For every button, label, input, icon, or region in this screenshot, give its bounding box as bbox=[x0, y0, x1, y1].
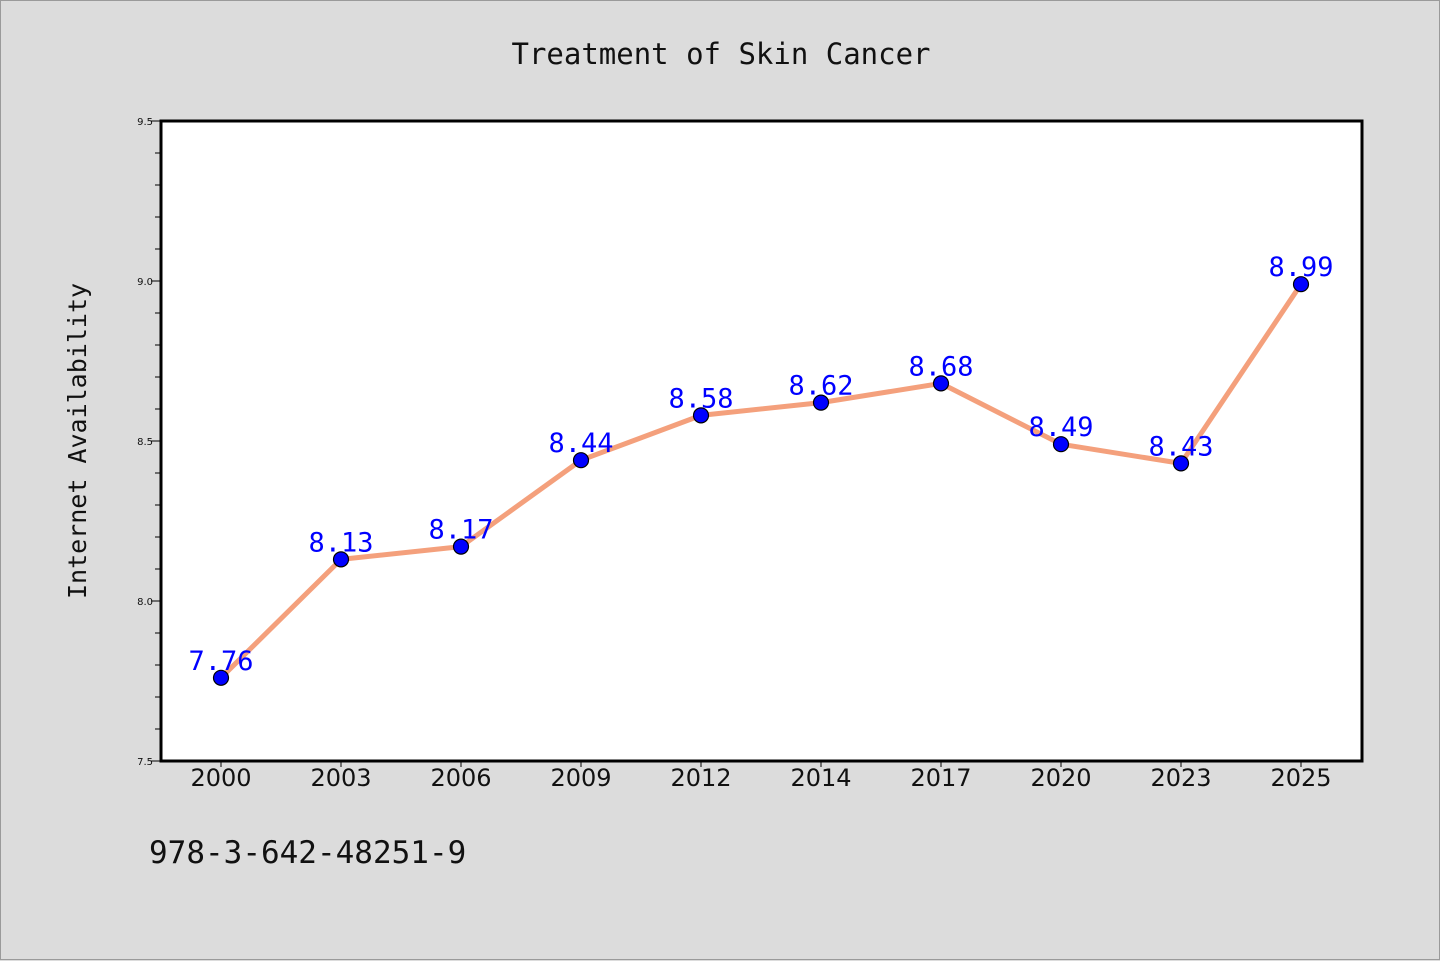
x-tick-label: 2006 bbox=[430, 764, 491, 792]
isbn-label: 978-3-642-48251-9 bbox=[149, 835, 467, 871]
x-tick-label: 2025 bbox=[1270, 764, 1331, 792]
data-label: 7.76 bbox=[188, 646, 253, 677]
data-point bbox=[692, 407, 710, 424]
x-tick-label: 2020 bbox=[1030, 764, 1091, 792]
x-tick-label: 2017 bbox=[910, 764, 971, 792]
x-tick-label: 2014 bbox=[790, 764, 851, 792]
data-labels: 7.76 8.13 8.17 8.44 8.58 8.62 8.68 8.49 8.43 8.99 bbox=[188, 252, 1333, 677]
data-label: 8.43 bbox=[1148, 431, 1213, 462]
data-label: 8.68 bbox=[908, 351, 973, 382]
data-point bbox=[932, 375, 950, 392]
x-tick-label: 2003 bbox=[310, 764, 371, 792]
y-axis-ticks: 7.5 8.0 8.5 9.0 9.5 bbox=[137, 117, 161, 768]
x-tick-label: 2000 bbox=[190, 764, 251, 792]
data-label: 8.17 bbox=[428, 515, 493, 546]
x-tick-label: 2023 bbox=[1150, 764, 1211, 792]
x-tick-label: 2012 bbox=[670, 764, 731, 792]
plot-area bbox=[159, 119, 1364, 763]
y-tick-label: 8.5 bbox=[137, 437, 153, 448]
x-axis-ticks: 2000 2003 2006 2009 2012 2014 2017 2020 2023 2025 bbox=[190, 761, 1332, 792]
y-tick-label: 7.5 bbox=[137, 757, 153, 768]
data-label: 8.49 bbox=[1028, 412, 1093, 443]
data-label: 8.99 bbox=[1268, 252, 1333, 283]
data-label: 8.62 bbox=[788, 371, 853, 402]
data-label: 8.44 bbox=[548, 428, 613, 459]
y-tick-label: 9.0 bbox=[137, 277, 153, 288]
y-tick-label: 8.0 bbox=[137, 597, 153, 608]
data-point bbox=[572, 452, 590, 469]
chart-title: Treatment of Skin Cancer bbox=[511, 37, 930, 71]
data-label: 8.58 bbox=[668, 383, 733, 414]
y-axis-label: Internet Availability bbox=[63, 283, 92, 599]
data-label: 8.13 bbox=[308, 527, 373, 558]
data-point bbox=[452, 538, 470, 555]
data-point bbox=[332, 551, 350, 568]
data-point bbox=[1172, 455, 1190, 472]
series-markers bbox=[212, 276, 1310, 686]
y-tick-label: 9.5 bbox=[137, 117, 153, 128]
x-tick-label: 2009 bbox=[550, 764, 611, 792]
data-point bbox=[212, 669, 230, 686]
series-line bbox=[218, 281, 1304, 681]
data-point bbox=[812, 394, 830, 411]
data-point bbox=[1052, 436, 1070, 453]
data-point bbox=[1292, 276, 1310, 293]
